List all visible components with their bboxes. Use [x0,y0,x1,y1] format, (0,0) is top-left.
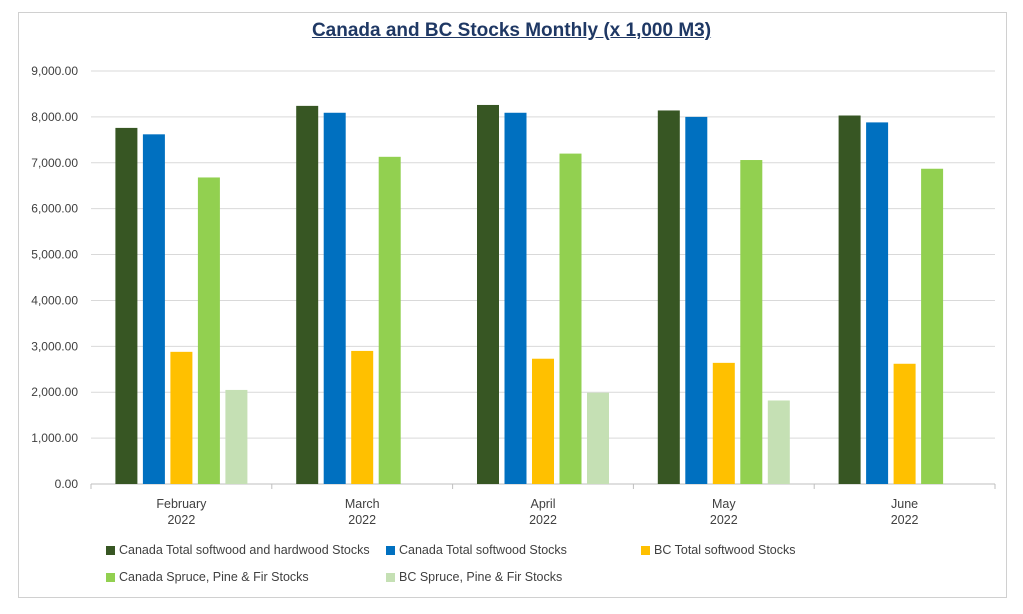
y-tick-label: 0.00 [55,477,79,491]
bar [296,105,319,485]
y-tick-label: 7,000.00 [31,156,78,170]
y-tick-label: 8,000.00 [31,110,78,124]
bar [838,115,861,485]
x-tick-label: February [156,497,207,511]
bar [504,112,527,485]
y-tick-label: 4,000.00 [31,293,78,307]
bar [197,177,220,484]
y-tick-label: 1,000.00 [31,431,78,445]
bar [532,358,554,484]
bars [115,104,944,485]
bar [587,392,609,484]
bar [767,400,790,484]
x-tick-label: 2022 [167,513,195,527]
bar [142,134,165,484]
bar [170,351,193,484]
bar [225,389,248,484]
bar [378,156,401,484]
bar [740,160,763,484]
bar [657,110,680,484]
x-tick-label: 2022 [529,513,557,527]
x-tick-label: 2022 [710,513,738,527]
bar [921,168,944,484]
y-axis: 0.00 1,000.00 2,000.00 3,000.00 4,000.00 5,00… [31,64,78,491]
x-tick-label: 2022 [348,513,376,527]
x-tick-label: May [712,497,736,511]
bar [115,127,138,484]
x-tick-label: April [530,497,555,511]
x-axis: February 2022 March 2022 April 2022 May 2022 Jun… [90,484,996,527]
chart-title: Canada and BC Stocks Monthly (x 1,000 M3… [311,20,712,41]
y-tick-label: 2,000.00 [31,385,78,399]
x-tick-label: 2022 [891,513,919,527]
x-tick-label: March [345,497,380,511]
bar [559,153,582,484]
y-tick-label: 6,000.00 [31,202,78,216]
bar [712,362,735,484]
y-tick-label: 3,000.00 [31,339,78,353]
bar [866,122,889,484]
x-tick-label: June [891,497,918,511]
bar [685,116,708,484]
y-tick-label: 5,000.00 [31,248,78,262]
bar [477,104,499,485]
bar [323,112,346,485]
bar [893,363,916,484]
bar [351,350,374,484]
y-tick-label: 9,000.00 [31,64,78,78]
